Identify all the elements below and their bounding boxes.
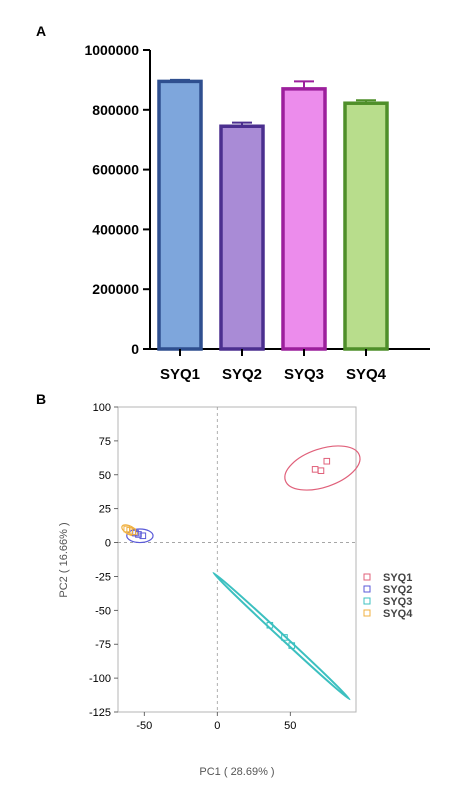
point-syq4 (129, 528, 136, 536)
x-tick-label: 50 (284, 720, 296, 732)
y-tick-label: 0 (105, 538, 111, 550)
bar-syq2 (219, 124, 265, 351)
y-tick-label: 200000 (92, 281, 139, 297)
ellipse-syq1 (284, 445, 361, 491)
category-label-syq3: SYQ3 (284, 366, 324, 383)
y-tick-group: 100 75 50 25 0 -25 -50 -75 -100 -125 (89, 402, 118, 719)
confidence-ellipse-group (121, 445, 361, 701)
point-syq3 (281, 634, 288, 641)
y-tick-label: -25 (95, 571, 111, 583)
ellipse-syq4 (121, 524, 139, 537)
y-tick-label: 50 (99, 470, 111, 482)
point-syq1 (317, 467, 325, 475)
y-tick-label: -75 (95, 639, 111, 651)
y-tick-label: -125 (89, 707, 111, 719)
point-syq3 (266, 621, 274, 629)
point-syq2 (139, 532, 147, 540)
panel-label-b: B (36, 391, 46, 407)
panel-label-a: A (36, 23, 46, 39)
y-tick-label: -50 (95, 605, 111, 617)
legend-label-syq1: SYQ1 (383, 572, 412, 584)
y-tick-label: 1000000 (84, 42, 139, 58)
bar-group (157, 78, 389, 351)
y-tick-label: -100 (89, 673, 111, 685)
y-tick-label: 600000 (92, 162, 139, 178)
y-tick-label: 25 (99, 504, 111, 516)
x-tick-label: 0 (214, 720, 220, 732)
x-tick-label: -50 (136, 720, 152, 732)
y-tick-label: 800000 (92, 102, 139, 118)
y-tick-label: 0 (131, 341, 139, 357)
legend-marker-syq3 (363, 597, 371, 605)
legend-label-syq3: SYQ3 (383, 596, 412, 608)
bar-syq3 (281, 87, 327, 351)
x-axis-label: PC1 ( 28.69% ) (199, 766, 274, 778)
x-tick-group: -50 0 50 (136, 712, 296, 732)
y-tick-label: 100 (93, 402, 111, 414)
y-tick-label: 75 (99, 436, 111, 448)
category-label-syq4: SYQ4 (346, 366, 387, 383)
point-syq1 (311, 466, 319, 473)
ellipse-syq2 (126, 528, 154, 544)
y-tick-group: 0 200000 400000 600000 800000 1000000 (84, 42, 150, 357)
legend-label-syq2: SYQ2 (383, 584, 412, 596)
legend-label-syq4: SYQ4 (383, 608, 413, 620)
y-tick-label: 400000 (92, 221, 139, 237)
point-syq1 (323, 457, 331, 465)
category-label-syq1: SYQ1 (160, 366, 200, 383)
point-group (123, 457, 331, 649)
x-tick-group: SYQ1 SYQ2 SYQ3 SYQ4 (160, 349, 387, 383)
legend-marker-syq4 (363, 609, 371, 617)
bar-syq4 (343, 101, 389, 351)
legend-marker-syq2 (363, 585, 371, 593)
point-syq3 (288, 642, 296, 649)
category-label-syq2: SYQ2 (222, 366, 262, 383)
plot-frame (117, 406, 357, 713)
pca-chart: B 100 75 50 25 0 -25 -50 -75 -100 -125 -50 0 50 PC1… (36, 391, 413, 778)
bar-syq1 (157, 79, 203, 351)
legend-marker-syq1 (363, 573, 371, 581)
y-axis-label: PC2 ( 16.66% ) (58, 522, 70, 597)
